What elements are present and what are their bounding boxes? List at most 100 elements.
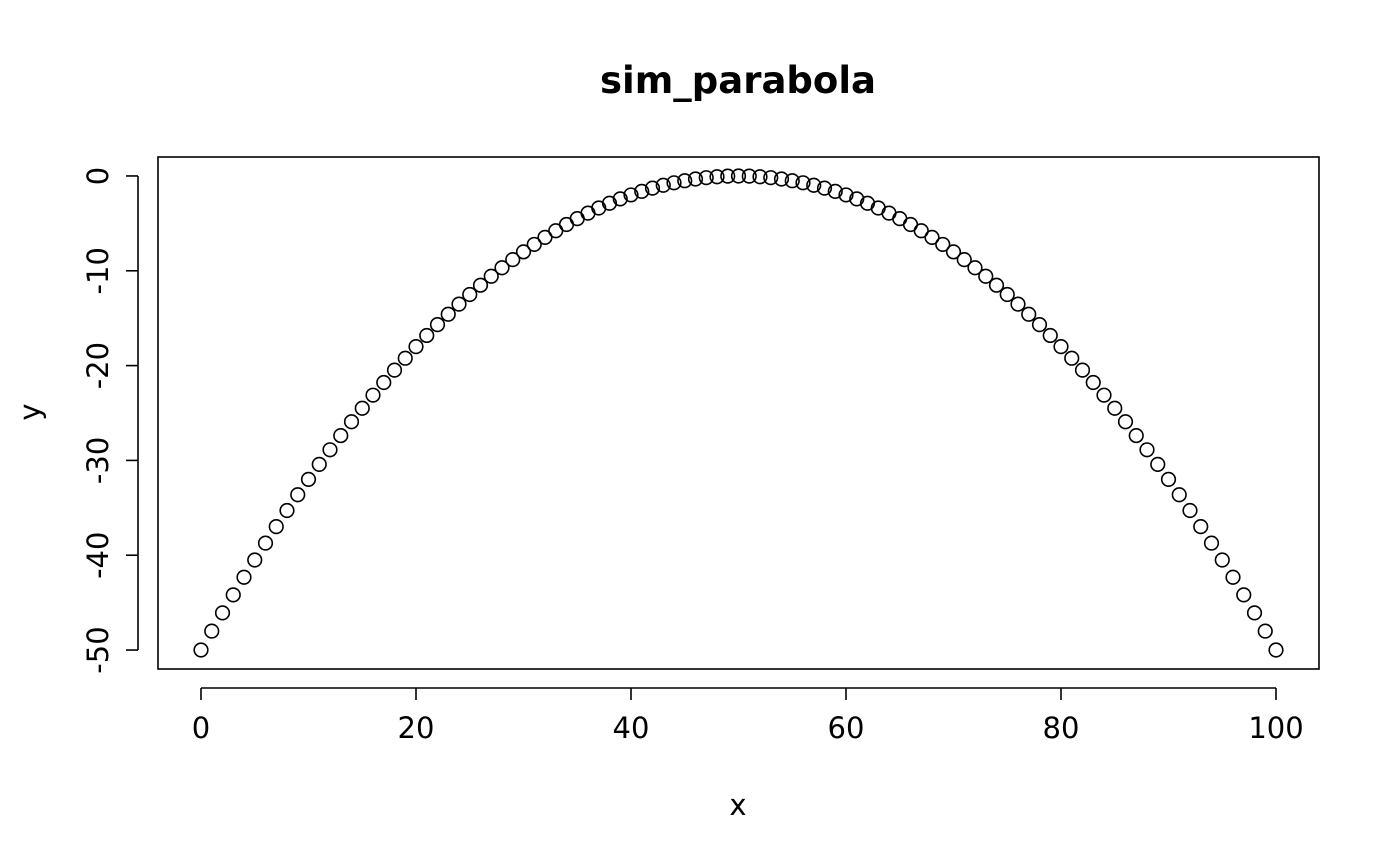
data-point: [741, 168, 757, 184]
data-point: [537, 229, 553, 246]
data-point: [386, 362, 403, 378]
data-point: [225, 587, 241, 603]
data-point: [343, 414, 360, 430]
data-point: [1236, 587, 1252, 603]
data-point: [795, 175, 811, 191]
data-point: [1117, 414, 1134, 430]
data-point: [687, 171, 704, 187]
y-tick-label: 0: [81, 167, 115, 185]
data-point: [419, 327, 435, 344]
data-point: [1053, 339, 1069, 355]
data-point: [644, 180, 661, 196]
data-point: [806, 177, 822, 193]
data-point: [1085, 374, 1101, 391]
data-point: [752, 169, 768, 185]
y-tick-label: -40: [81, 532, 115, 579]
data-point: [601, 195, 618, 211]
data-point: [666, 175, 682, 191]
data-point: [236, 569, 252, 585]
data-point: [1214, 552, 1230, 568]
data-point: [709, 169, 725, 185]
data-point: [1021, 306, 1037, 322]
x-tick-label: 100: [1248, 711, 1303, 745]
data-point: [1160, 471, 1177, 487]
data-point: [1107, 400, 1123, 416]
x-tick-label: 80: [1043, 711, 1080, 745]
data-point: [1268, 642, 1284, 658]
data-point: [935, 236, 951, 253]
data-point: [999, 286, 1015, 303]
x-tick-label: 60: [828, 711, 865, 745]
data-point: [1096, 387, 1112, 403]
data-point: [1150, 456, 1166, 472]
data-point: [988, 277, 1005, 293]
x-tick-label: 0: [192, 711, 210, 745]
data-point: [773, 171, 790, 187]
data-point: [1139, 442, 1155, 458]
data-point: [1128, 427, 1144, 444]
y-tick-label: -50: [81, 626, 115, 673]
data-point: [505, 251, 521, 268]
data-point: [408, 339, 424, 355]
data-point: [515, 244, 532, 260]
data-point: [1171, 487, 1187, 503]
data-point: [1010, 296, 1026, 312]
x-axis: 0 20 40 60 80 100: [192, 687, 1304, 745]
y-axis: 0 -10 -20 -30 -40 -50: [81, 167, 139, 674]
data-points: [193, 168, 1284, 658]
data-point: [311, 456, 327, 472]
data-point: [526, 236, 542, 253]
data-point: [322, 442, 338, 458]
x-tick-label: 40: [613, 711, 650, 745]
data-point: [849, 191, 865, 207]
data-point: [730, 168, 747, 184]
plot-frame: [157, 156, 1320, 670]
data-point: [1064, 350, 1080, 366]
data-point: [333, 427, 349, 444]
data-point: [354, 400, 370, 416]
data-point: [440, 306, 456, 322]
data-point: [1257, 623, 1273, 639]
data-point: [1031, 317, 1048, 333]
data-point: [494, 260, 510, 276]
data-point: [967, 260, 983, 276]
data-point: [472, 277, 489, 293]
data-point: [784, 173, 800, 189]
y-tick-label: -30: [81, 437, 115, 484]
chart-title: sim_parabola: [600, 59, 876, 102]
data-point: [397, 350, 413, 366]
data-point: [763, 170, 779, 186]
data-point: [451, 296, 467, 312]
y-tick-label: -10: [81, 247, 115, 294]
data-point: [978, 268, 994, 284]
x-tick-label: 20: [398, 711, 435, 745]
data-point: [612, 191, 628, 207]
data-point: [279, 502, 295, 519]
data-point: [1203, 535, 1220, 551]
data-point: [1042, 327, 1058, 344]
data-point: [300, 471, 317, 487]
data-point: [816, 180, 833, 196]
data-point: [1193, 518, 1209, 535]
data-point: [268, 518, 284, 535]
data-point: [290, 487, 306, 503]
data-point: [634, 183, 650, 199]
data-point: [838, 187, 854, 203]
data-point: [483, 268, 499, 284]
data-point: [945, 244, 962, 260]
data-point: [913, 223, 929, 239]
data-point: [956, 251, 972, 268]
data-point: [1074, 362, 1091, 378]
data-point: [924, 229, 940, 246]
data-point: [247, 552, 263, 568]
y-axis-label: y: [13, 403, 47, 420]
data-point: [462, 286, 478, 303]
data-point: [193, 642, 209, 658]
data-point: [677, 173, 693, 189]
data-point: [429, 317, 446, 333]
y-tick-label: -20: [81, 342, 115, 389]
data-point: [655, 177, 671, 193]
data-point: [827, 183, 843, 199]
data-point: [376, 374, 392, 391]
